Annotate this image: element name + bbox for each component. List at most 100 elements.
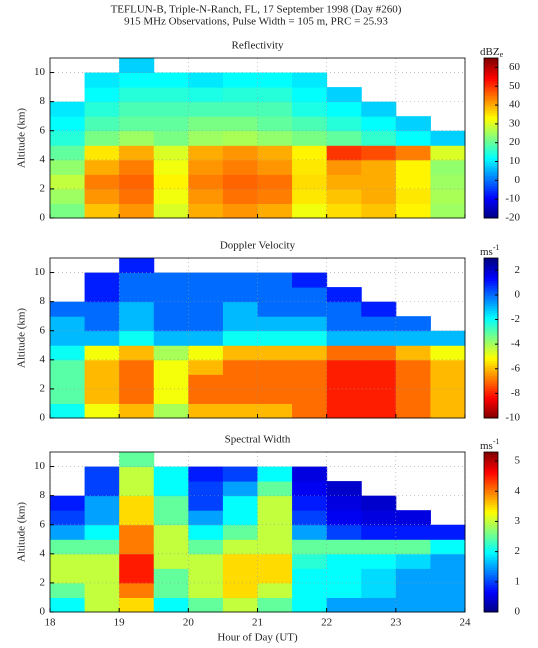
colorbar-segment	[484, 584, 498, 588]
heatmap-cell	[84, 345, 120, 361]
colorbar-segment	[484, 183, 498, 186]
colorbar-segment	[484, 363, 498, 366]
colorbar-segment	[484, 499, 498, 503]
colorbar-segment	[484, 542, 498, 545]
heatmap-cell	[326, 495, 362, 511]
heatmap-cell	[153, 359, 189, 375]
colorbar-segment	[484, 527, 498, 530]
colorbar-segment	[484, 168, 498, 171]
heatmap-cell	[119, 130, 155, 146]
colorbar-unit-sub: e	[500, 50, 504, 59]
heatmap-cell	[292, 495, 328, 511]
heatmap-cell	[361, 316, 397, 332]
colorbar-tick-label: 20	[509, 136, 521, 148]
colorbar-segment	[484, 582, 498, 585]
heatmap-cell	[257, 539, 293, 555]
heatmap-cell	[188, 130, 224, 146]
heatmap-cell	[222, 403, 258, 419]
heatmap-cell	[292, 72, 328, 88]
heatmap-cell	[326, 130, 362, 146]
colorbar-segment	[484, 143, 498, 146]
heatmap-cell	[188, 174, 224, 190]
heatmap-cell	[50, 582, 86, 598]
colorbar-segment	[484, 213, 498, 216]
colorbar-label: dBZe	[480, 46, 504, 59]
heatmap-cell	[257, 116, 293, 132]
y-tick-label: 4	[40, 547, 46, 559]
heatmap-cell	[361, 553, 397, 569]
colorbar-segment	[484, 155, 498, 159]
colorbar-segment	[484, 529, 498, 533]
heatmap-cell	[257, 495, 293, 511]
heatmap-cell	[50, 316, 86, 332]
heatmap-cell	[257, 553, 293, 569]
heatmap-cell	[84, 101, 120, 117]
colorbar-segment	[484, 400, 498, 404]
colorbar-segment	[484, 333, 498, 336]
colorbar-tick-label: 1	[515, 575, 521, 587]
heatmap-cell	[119, 359, 155, 375]
heatmap-cell	[430, 539, 466, 555]
colorbar-segment	[484, 537, 498, 540]
heatmap-cell	[395, 145, 431, 161]
colorbar-segment	[484, 410, 498, 414]
colorbar-segment	[484, 594, 498, 598]
heatmap-cell	[430, 524, 466, 540]
colorbar-segment	[484, 305, 498, 309]
heatmap-cell	[292, 388, 328, 404]
heatmap-cell	[395, 116, 431, 132]
colorbar-segment	[484, 163, 498, 166]
colorbar-segment	[484, 370, 498, 374]
heatmap-cell	[50, 188, 86, 204]
colorbar-segment	[484, 577, 498, 580]
heatmap-cell	[222, 316, 258, 332]
heatmap-cell	[326, 388, 362, 404]
heatmap-cell	[292, 553, 328, 569]
heatmap-cell	[361, 203, 397, 219]
heatmap-cell	[292, 287, 328, 303]
colorbar-segment	[484, 165, 498, 169]
heatmap-cell	[257, 466, 293, 482]
heatmap-cell	[84, 301, 120, 317]
colorbar-segment	[484, 395, 498, 399]
heatmap-cell	[292, 582, 328, 598]
colorbar-segment	[484, 273, 498, 276]
colorbar-segment	[484, 479, 498, 483]
heatmap-cell	[395, 188, 431, 204]
colorbar-segment	[484, 110, 498, 114]
x-tick-label: 24	[460, 617, 472, 629]
colorbar-segment	[484, 539, 498, 543]
heatmap-cell	[153, 388, 189, 404]
heatmap-cell	[222, 159, 258, 175]
colorbar-segment	[484, 572, 498, 575]
colorbar-segment	[484, 135, 498, 139]
heatmap-cell	[222, 287, 258, 303]
colorbar-segment	[484, 355, 498, 359]
heatmap-cell	[326, 510, 362, 526]
colorbar-tick-label: -10	[505, 412, 520, 424]
heatmap-cell	[188, 87, 224, 103]
colorbar-segment	[484, 278, 498, 281]
heatmap-cell	[50, 116, 86, 132]
colorbar-tick-label: 40	[509, 99, 521, 111]
y-tick-label: 4	[40, 153, 46, 165]
colorbar-segment	[484, 315, 498, 319]
colorbar-segment	[484, 454, 498, 458]
heatmap-cell	[292, 301, 328, 317]
colorbar-segment	[484, 509, 498, 513]
heatmap-cell	[188, 388, 224, 404]
heatmap-cell	[84, 145, 120, 161]
colorbar-segment	[484, 330, 498, 334]
heatmap-cell	[326, 116, 362, 132]
y-tick-label: 4	[40, 353, 46, 365]
heatmap-cell	[361, 582, 397, 598]
colorbar-segment	[484, 597, 498, 600]
heatmap-cell	[222, 539, 258, 555]
colorbar-segment	[484, 293, 498, 296]
x-tick-label: 19	[114, 617, 126, 629]
colorbar-segment	[484, 70, 498, 74]
heatmap-cell	[257, 568, 293, 584]
colorbar-segment	[484, 170, 498, 174]
colorbar-segment	[484, 150, 498, 154]
heatmap-cell	[84, 388, 120, 404]
